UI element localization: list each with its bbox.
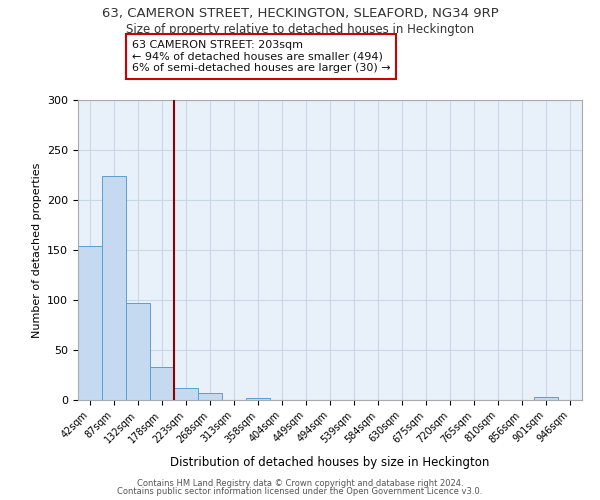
Text: Contains public sector information licensed under the Open Government Licence v3: Contains public sector information licen… [118,487,482,496]
Text: 63 CAMERON STREET: 203sqm
← 94% of detached houses are smaller (494)
6% of semi-: 63 CAMERON STREET: 203sqm ← 94% of detac… [132,40,391,73]
Bar [78,246,102,400]
Bar [534,397,558,400]
X-axis label: Distribution of detached houses by size in Heckington: Distribution of detached houses by size … [170,456,490,468]
Bar [198,393,222,400]
Text: 63, CAMERON STREET, HECKINGTON, SLEAFORD, NG34 9RP: 63, CAMERON STREET, HECKINGTON, SLEAFORD… [101,8,499,20]
Text: Contains HM Land Registry data © Crown copyright and database right 2024.: Contains HM Land Registry data © Crown c… [137,478,463,488]
Bar [174,388,198,400]
Text: Size of property relative to detached houses in Heckington: Size of property relative to detached ho… [126,22,474,36]
Bar [102,176,126,400]
Bar [150,367,174,400]
Bar [246,398,270,400]
Y-axis label: Number of detached properties: Number of detached properties [32,162,41,338]
Bar [126,303,150,400]
